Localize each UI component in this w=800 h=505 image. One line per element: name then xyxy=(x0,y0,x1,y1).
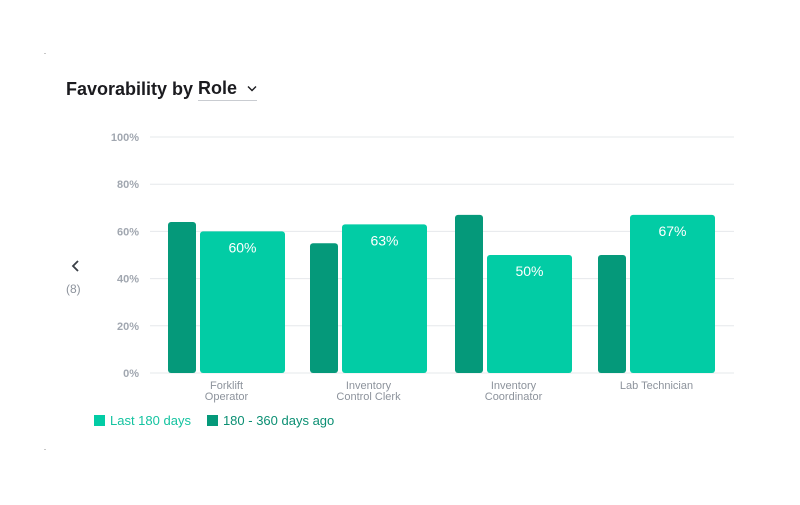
bar-recent xyxy=(630,214,715,373)
category-label: Inventory xyxy=(491,380,537,392)
chart-title: Favorability by Role xyxy=(66,78,258,101)
y-tick-label: 100% xyxy=(111,132,139,144)
bar-previous xyxy=(310,243,338,373)
legend-item-180-360[interactable]: 180 - 360 days ago xyxy=(206,413,335,428)
legend-item-last-180[interactable]: Last 180 days xyxy=(94,413,191,428)
bar-recent xyxy=(200,231,285,373)
role-dropdown[interactable]: Role xyxy=(198,78,258,101)
legend-swatch-180-360 xyxy=(206,415,218,426)
category-label: Forklift xyxy=(210,380,243,392)
corner-dot-top xyxy=(44,53,46,54)
chart-legend: Last 180 days 180 - 360 days ago xyxy=(94,413,350,428)
chevron-left-icon[interactable] xyxy=(70,259,82,273)
bar-recent xyxy=(342,224,427,373)
bar-previous xyxy=(168,221,196,373)
legend-label-180-360: 180 - 360 days ago xyxy=(222,413,335,428)
bar-previous xyxy=(598,255,626,373)
role-dropdown-value: Role xyxy=(198,78,238,98)
y-tick-label: 0% xyxy=(123,368,139,380)
category-label: Lab Technician xyxy=(620,380,693,392)
bar-value-label: 60% xyxy=(228,239,256,255)
page-count: (8) xyxy=(66,282,81,296)
bar-value-label: 50% xyxy=(515,263,543,279)
bar-value-label: 67% xyxy=(658,223,686,239)
legend-label-last-180: Last 180 days xyxy=(110,413,191,428)
category-label: Coordinator xyxy=(485,391,543,403)
bar-value-label: 63% xyxy=(370,232,398,248)
category-label: Control Clerk xyxy=(336,391,401,403)
category-label: Inventory xyxy=(346,380,392,392)
chart-title-prefix: Favorability by xyxy=(66,79,194,99)
bar-previous xyxy=(455,214,483,373)
y-tick-label: 40% xyxy=(117,274,139,286)
legend-swatch-last-180 xyxy=(94,415,105,426)
category-label: Operator xyxy=(205,391,249,403)
y-tick-label: 60% xyxy=(117,226,139,238)
bar-recent xyxy=(487,255,572,373)
y-tick-label: 80% xyxy=(117,179,139,191)
chevron-down-icon xyxy=(247,86,257,92)
y-tick-label: 20% xyxy=(117,321,139,333)
corner-dot-bottom xyxy=(44,449,46,450)
